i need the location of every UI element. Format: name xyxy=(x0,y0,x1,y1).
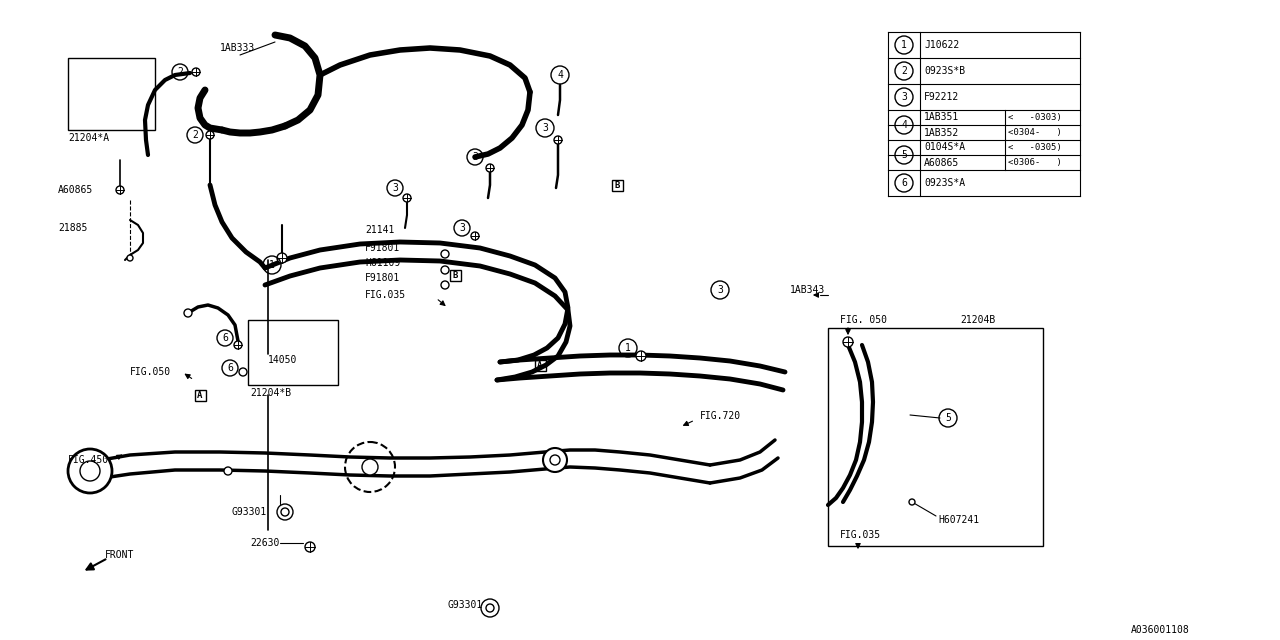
Circle shape xyxy=(192,68,200,76)
Text: <0304-   ): <0304- ) xyxy=(1009,128,1061,137)
Circle shape xyxy=(127,255,133,261)
Text: A60865: A60865 xyxy=(58,185,93,195)
Text: 1: 1 xyxy=(269,260,275,270)
Text: 1: 1 xyxy=(901,40,908,50)
Circle shape xyxy=(471,232,479,240)
Circle shape xyxy=(442,250,449,258)
Bar xyxy=(828,328,1043,546)
Circle shape xyxy=(224,467,232,475)
Circle shape xyxy=(362,459,378,475)
Text: 22630: 22630 xyxy=(250,538,279,548)
Circle shape xyxy=(403,194,411,202)
Text: 21141: 21141 xyxy=(365,225,394,235)
Text: A60865: A60865 xyxy=(924,157,959,168)
Text: FIG.450: FIG.450 xyxy=(68,455,109,465)
Text: 2: 2 xyxy=(177,67,183,77)
Text: 4: 4 xyxy=(901,120,908,130)
Text: FIG.035: FIG.035 xyxy=(365,290,406,300)
Text: 0923S*A: 0923S*A xyxy=(924,178,965,188)
Text: A036001108: A036001108 xyxy=(1132,625,1190,635)
Circle shape xyxy=(206,131,214,139)
Text: 1AB343: 1AB343 xyxy=(790,285,826,295)
Circle shape xyxy=(276,504,293,520)
Circle shape xyxy=(554,136,562,144)
Text: FIG.035: FIG.035 xyxy=(840,530,881,540)
Text: FRONT: FRONT xyxy=(105,550,134,560)
Text: A: A xyxy=(197,390,202,399)
Text: F91801: F91801 xyxy=(365,273,401,283)
Text: 3: 3 xyxy=(901,92,908,102)
Circle shape xyxy=(282,508,289,516)
Bar xyxy=(68,58,155,130)
Circle shape xyxy=(276,253,287,263)
Circle shape xyxy=(442,281,449,289)
Circle shape xyxy=(79,461,100,481)
Text: <   -0305): < -0305) xyxy=(1009,143,1061,152)
Text: 21885: 21885 xyxy=(58,223,87,233)
Circle shape xyxy=(116,186,124,194)
Text: B: B xyxy=(614,180,620,189)
Text: 0923S*B: 0923S*B xyxy=(924,66,965,76)
Circle shape xyxy=(909,499,915,505)
Text: 1AB352: 1AB352 xyxy=(924,127,959,138)
Circle shape xyxy=(550,455,561,465)
Circle shape xyxy=(68,449,113,493)
Text: 21204*A: 21204*A xyxy=(68,133,109,143)
Text: 21204B: 21204B xyxy=(960,315,996,325)
Circle shape xyxy=(239,368,247,376)
Text: 1AB351: 1AB351 xyxy=(924,113,959,122)
Text: H61109: H61109 xyxy=(365,258,401,268)
Circle shape xyxy=(844,337,852,347)
Text: <0306-   ): <0306- ) xyxy=(1009,158,1061,167)
Text: 3: 3 xyxy=(460,223,465,233)
Text: 3: 3 xyxy=(717,285,723,295)
Text: 6: 6 xyxy=(901,178,908,188)
Circle shape xyxy=(234,341,242,349)
Text: 21204*B: 21204*B xyxy=(250,388,291,398)
Text: G93301: G93301 xyxy=(232,507,268,517)
Text: 3: 3 xyxy=(541,123,548,133)
Text: A: A xyxy=(538,360,543,369)
Bar xyxy=(195,390,206,401)
Text: 14050: 14050 xyxy=(268,355,297,365)
Text: F92212: F92212 xyxy=(924,92,959,102)
Text: H607241: H607241 xyxy=(938,515,979,525)
Text: F91801: F91801 xyxy=(365,243,401,253)
Circle shape xyxy=(481,599,499,617)
Text: 5: 5 xyxy=(945,413,951,423)
Bar xyxy=(449,269,461,280)
Circle shape xyxy=(305,542,315,552)
Circle shape xyxy=(636,351,646,361)
Text: 3: 3 xyxy=(472,152,477,162)
Text: 4: 4 xyxy=(557,70,563,80)
Text: 3: 3 xyxy=(392,183,398,193)
Text: 2: 2 xyxy=(192,130,198,140)
Bar xyxy=(248,320,338,385)
Text: FIG. 050: FIG. 050 xyxy=(840,315,887,325)
Text: 2: 2 xyxy=(901,66,908,76)
Text: 1: 1 xyxy=(625,343,631,353)
Text: 5: 5 xyxy=(901,150,908,160)
Circle shape xyxy=(184,309,192,317)
Circle shape xyxy=(486,164,494,172)
Text: FIG.050: FIG.050 xyxy=(131,367,172,377)
Text: <   -0303): < -0303) xyxy=(1009,113,1061,122)
Circle shape xyxy=(486,604,494,612)
Text: 1AB333: 1AB333 xyxy=(220,43,255,53)
Text: FIG.720: FIG.720 xyxy=(700,411,741,421)
Circle shape xyxy=(543,448,567,472)
Text: 6: 6 xyxy=(221,333,228,343)
Bar xyxy=(535,360,545,371)
Circle shape xyxy=(442,266,449,274)
Text: G93301: G93301 xyxy=(447,600,483,610)
Bar xyxy=(612,179,622,191)
Text: B: B xyxy=(452,271,458,280)
Text: 6: 6 xyxy=(227,363,233,373)
Text: J10622: J10622 xyxy=(924,40,959,50)
Text: 0104S*A: 0104S*A xyxy=(924,143,965,152)
